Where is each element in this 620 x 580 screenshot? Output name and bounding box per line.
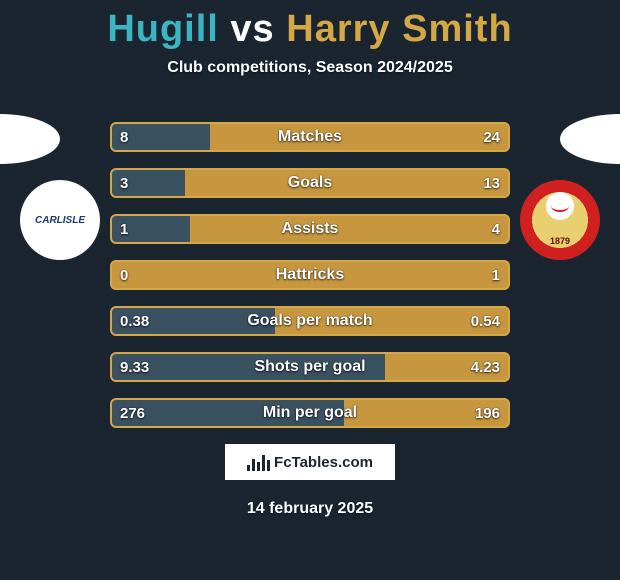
stat-value-right: 4 (482, 214, 510, 244)
page-title: Hugill vs Harry Smith (0, 0, 620, 51)
player1-silhouette (0, 114, 60, 164)
stat-label: Assists (110, 214, 510, 244)
title-player2: Harry Smith (286, 8, 512, 50)
stat-row: Shots per goal9.33 4.23 (110, 352, 510, 382)
subtitle: Club competitions, Season 2024/2025 (0, 59, 620, 77)
bar-chart-icon (247, 453, 270, 471)
stat-label: Shots per goal (110, 352, 510, 382)
footer-brand-text: FcTables.com (274, 454, 373, 471)
stat-value-left: 276 (110, 398, 155, 428)
stat-value-left: 0 (110, 260, 138, 290)
footer-brand[interactable]: FcTables.com (225, 444, 395, 480)
stat-row: Goals per match0.38 0.54 (110, 306, 510, 336)
stat-value-right: 24 (473, 122, 510, 152)
stat-row: Goals3 13 (110, 168, 510, 198)
stat-value-right: 4.23 (461, 352, 510, 382)
stat-value-left: 8 (110, 122, 138, 152)
stat-label: Hattricks (110, 260, 510, 290)
stat-value-left: 3 (110, 168, 138, 198)
stat-row: Matches8 24 (110, 122, 510, 152)
footer-date: 14 february 2025 (0, 500, 620, 518)
stat-value-right: 196 (465, 398, 510, 428)
stat-value-left: 1 (110, 214, 138, 244)
stat-label: Min per goal (110, 398, 510, 428)
stat-value-right: 13 (473, 168, 510, 198)
club-badge-left: CARLISLE (20, 180, 100, 260)
club-badge-left-text: CARLISLE (35, 215, 85, 226)
stat-label: Goals per match (110, 306, 510, 336)
stat-label: Matches (110, 122, 510, 152)
stat-value-right: 1 (482, 260, 510, 290)
stat-row: Hattricks0 1 (110, 260, 510, 290)
title-player1: Hugill (107, 8, 219, 50)
player2-silhouette (560, 114, 620, 164)
stat-value-right: 0.54 (461, 306, 510, 336)
club-badge-right-year: 1879 (550, 236, 570, 246)
club-badge-right: 1879 (520, 180, 600, 260)
stat-label: Goals (110, 168, 510, 198)
stat-row: Assists1 4 (110, 214, 510, 244)
title-vs: vs (230, 8, 274, 50)
stats-bars: Matches824Goals313Assists14Hattricks01Go… (110, 122, 510, 444)
stat-value-left: 9.33 (110, 352, 159, 382)
stat-row: Min per goal276 196 (110, 398, 510, 428)
stat-value-left: 0.38 (110, 306, 159, 336)
club-badge-right-ball-icon (546, 192, 574, 220)
